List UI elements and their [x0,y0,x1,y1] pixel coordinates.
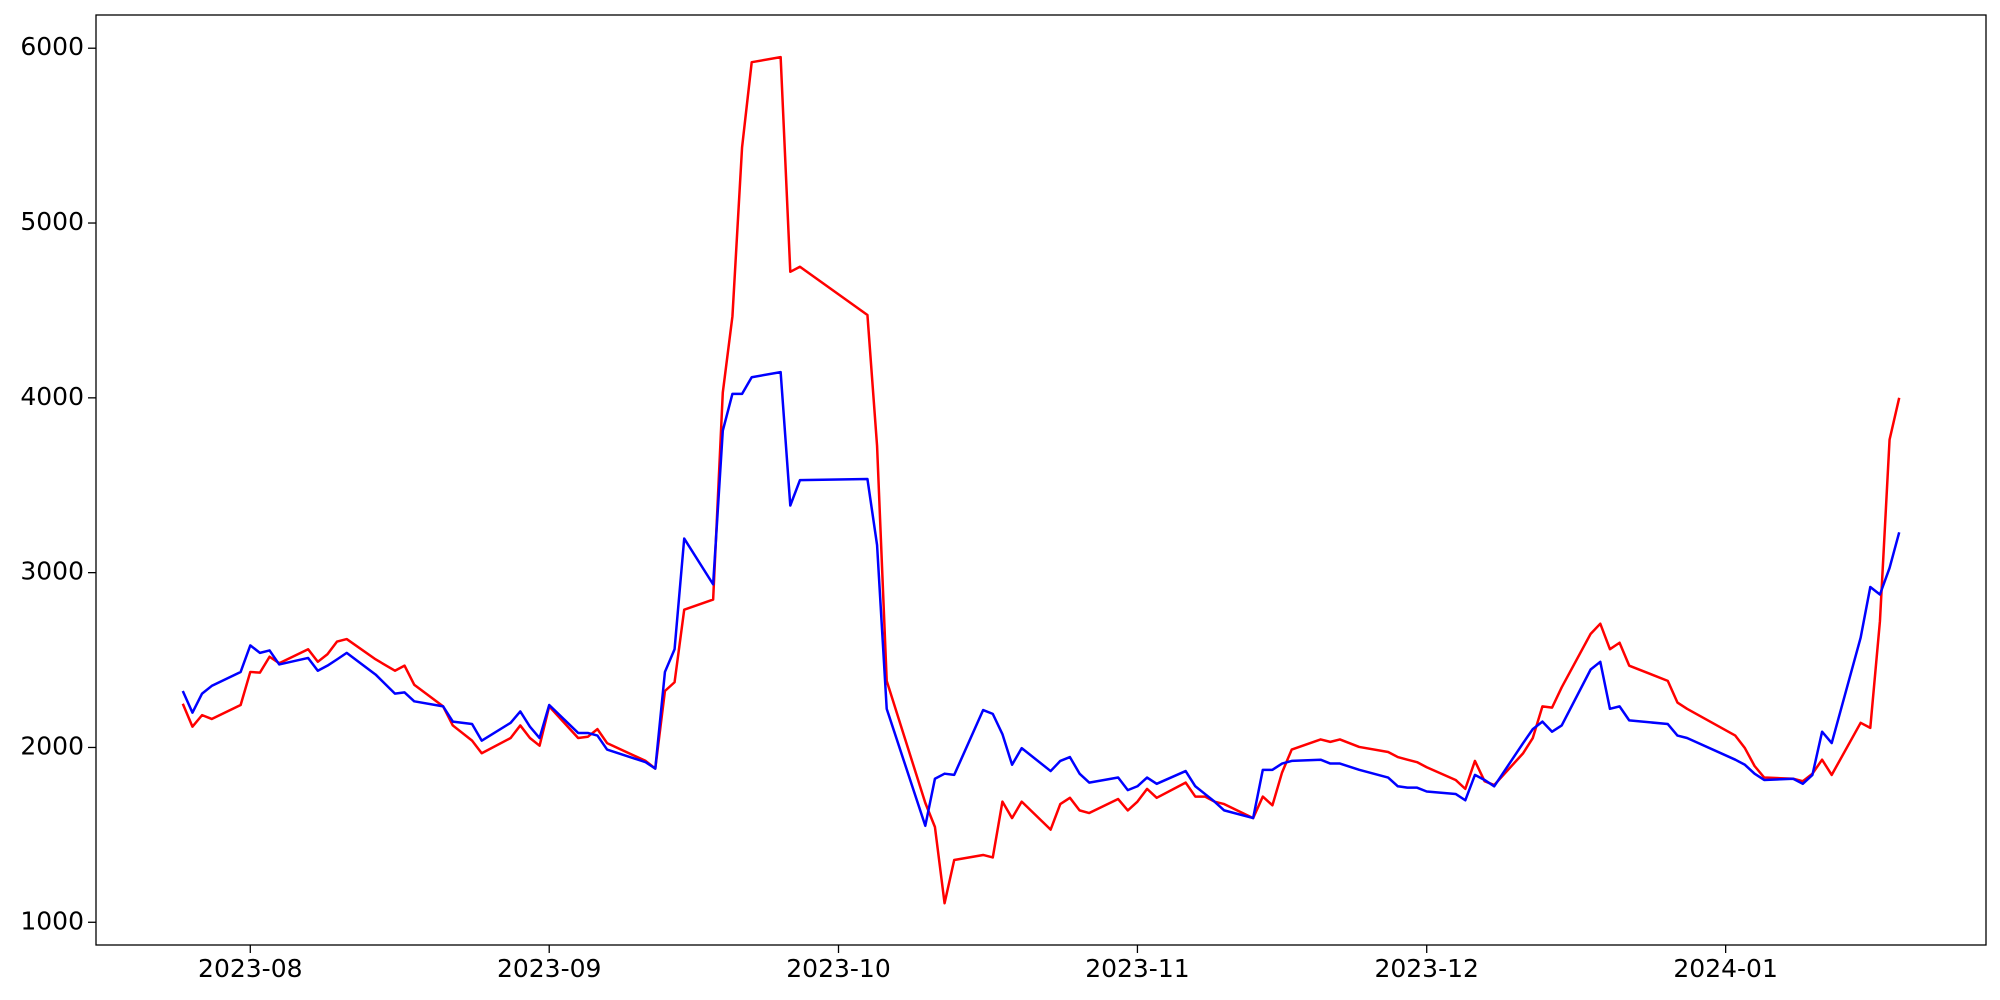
y-tick-label: 5000 [20,207,84,236]
y-tick-label: 1000 [20,906,84,935]
plot-frame [95,14,1987,946]
y-tick-label: 2000 [20,731,84,760]
x-tick-label: 2023-09 [497,954,601,983]
y-tick-label: 3000 [20,557,84,586]
series-line [181,55,1901,905]
x-tick-label: 2024-01 [1673,954,1777,983]
x-tick-label: 2023-11 [1085,954,1189,983]
x-tick-label: 2023-10 [786,954,890,983]
x-tick-label: 2023-12 [1374,954,1478,983]
y-tick-label: 4000 [20,382,84,411]
series-line [181,370,1901,828]
y-tick-label: 6000 [20,32,84,61]
x-tick-label: 2023-08 [198,954,302,983]
